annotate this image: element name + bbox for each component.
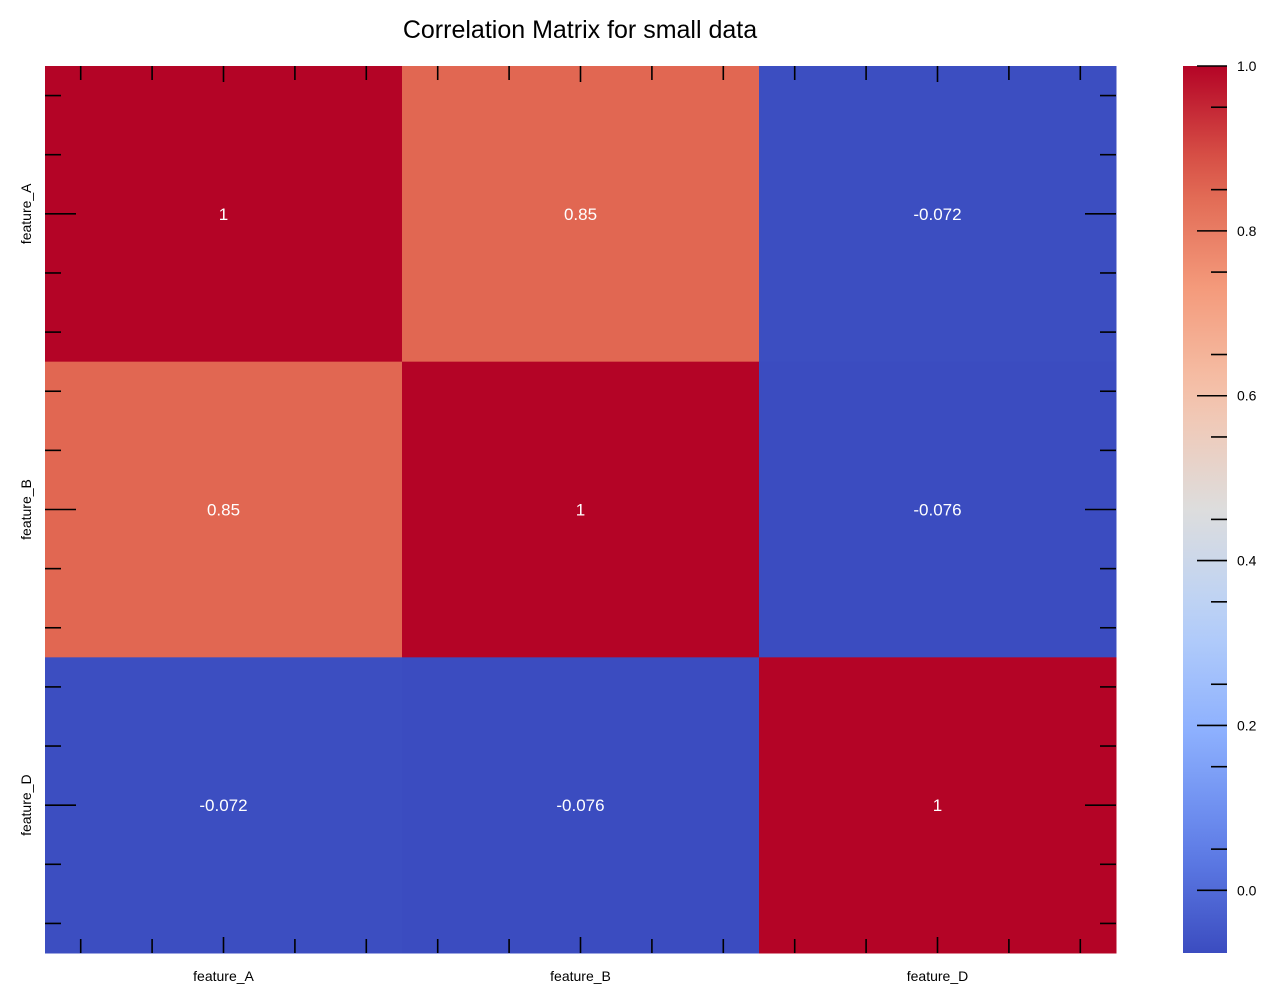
y-tick-label: feature_D (18, 774, 34, 835)
colorbar: 0.0 0.2 0.4 0.6 0.8 1.0 (1183, 58, 1257, 953)
cell-value-label: 1 (576, 501, 585, 520)
y-tick-label: feature_A (18, 183, 34, 244)
cell-value-label: 0.85 (564, 205, 597, 224)
x-axis-tick-labels: feature_A feature_B feature_D (193, 968, 968, 984)
heatmap-cell (45, 361, 403, 658)
cell-value-label: -0.072 (913, 205, 961, 224)
axis-ticks (45, 66, 1116, 953)
cell-value-label: 1 (219, 205, 228, 224)
cell-value-label: -0.072 (199, 796, 247, 815)
heatmap-cells: 1 0.85 -0.072 0.85 1 -0.076 -0.072 -0.076 1 (45, 66, 1117, 954)
colorbar-tick-label: 0.0 (1237, 882, 1257, 898)
y-axis-tick-labels: feature_A feature_B feature_D (18, 183, 34, 836)
heatmap-cell (45, 657, 403, 954)
colorbar-tick-label: 0.2 (1237, 717, 1257, 733)
heatmap-cell (402, 361, 760, 658)
colorbar-tick-label: 0.8 (1237, 223, 1257, 239)
chart-title: Correlation Matrix for small data (403, 16, 757, 44)
cell-value-label: 1 (933, 796, 942, 815)
y-tick-label: feature_B (18, 479, 34, 540)
x-tick-label: feature_D (907, 968, 968, 984)
heatmap-cell (759, 657, 1117, 954)
cell-value-label: -0.076 (556, 796, 604, 815)
heatmap-cell (402, 66, 760, 363)
x-tick-label: feature_A (193, 968, 254, 984)
colorbar-gradient (1183, 66, 1227, 953)
colorbar-tick-label: 0.6 (1237, 388, 1257, 404)
heatmap-cell (402, 657, 760, 954)
cell-value-label: -0.076 (913, 501, 961, 520)
heatmap-cell (45, 66, 403, 363)
heatmap-cell (759, 66, 1117, 363)
colorbar-tick-label: 1.0 (1237, 58, 1257, 74)
x-tick-label: feature_B (550, 968, 611, 984)
colorbar-tick-label: 0.4 (1237, 553, 1257, 569)
heatmap-cell (759, 361, 1117, 658)
cell-value-label: 0.85 (207, 501, 240, 520)
